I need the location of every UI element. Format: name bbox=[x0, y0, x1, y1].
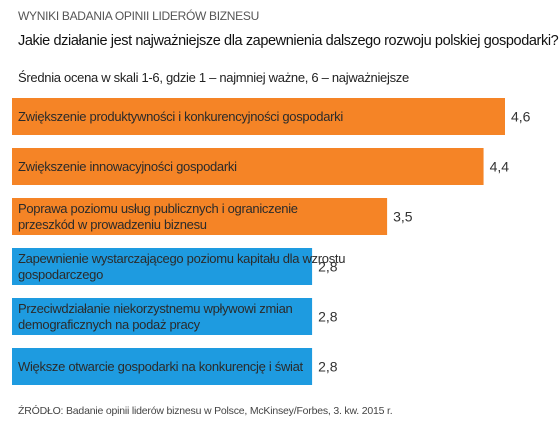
category-label-line: Zwiększenie innowacyjności gospodarki bbox=[18, 159, 237, 174]
category-label-line: Zwiększenie produktywności i konkurencyj… bbox=[18, 109, 343, 124]
value-label-1: 4,6 bbox=[511, 109, 531, 125]
value-label-2: 4,4 bbox=[490, 159, 510, 175]
category-label-line: demograficznych na podaż pracy bbox=[18, 317, 201, 332]
category-label-3: Poprawa poziomu usług publicznych i ogra… bbox=[18, 201, 298, 232]
category-label-line: Poprawa poziomu usług publicznych i ogra… bbox=[18, 201, 298, 216]
category-label-line: Przeciwdziałanie niekorzystnemu wpływowi… bbox=[18, 301, 293, 316]
value-label-6: 2,8 bbox=[318, 359, 338, 375]
value-label-5: 2,8 bbox=[318, 309, 338, 325]
bar-5 bbox=[12, 298, 313, 335]
value-label-3: 3,5 bbox=[393, 209, 413, 225]
category-label-line: Zapewnienie wystarczającego poziomu kapi… bbox=[18, 251, 345, 266]
category-label-line: przeszkód w prowadzeniu biznesu bbox=[18, 217, 207, 232]
kicker-label: WYNIKI BADANIA OPINII LIDERÓW BIZNESU bbox=[18, 9, 259, 23]
value-label-4: 2,8 bbox=[318, 259, 338, 275]
chart-title: Jakie działanie jest najważniejsze dla z… bbox=[18, 33, 559, 49]
category-label-2: Zwiększenie innowacyjności gospodarki bbox=[18, 159, 237, 174]
bar-chart: Zwiększenie produktywności i konkurencyj… bbox=[12, 98, 531, 385]
category-label-1: Zwiększenie produktywności i konkurencyj… bbox=[18, 109, 343, 124]
category-label-5: Przeciwdziałanie niekorzystnemu wpływowi… bbox=[18, 301, 293, 332]
category-label-4: Zapewnienie wystarczającego poziomu kapi… bbox=[18, 251, 345, 282]
bar-3 bbox=[12, 198, 388, 235]
category-label-line: Większe otwarcie gospodarki na konkurenc… bbox=[18, 359, 304, 374]
category-label-6: Większe otwarcie gospodarki na konkurenc… bbox=[18, 359, 304, 374]
bar-6 bbox=[12, 348, 313, 385]
bar-1 bbox=[12, 98, 505, 135]
category-label-line: gospodarczego bbox=[18, 267, 103, 282]
chart-subtitle: Średnia ocena w skali 1-6, gdzie 1 – naj… bbox=[18, 70, 409, 85]
bar-2 bbox=[12, 148, 484, 185]
source-note: ŹRÓDŁO: Badanie opinii liderów biznesu w… bbox=[18, 405, 393, 417]
bar-4 bbox=[12, 248, 313, 285]
